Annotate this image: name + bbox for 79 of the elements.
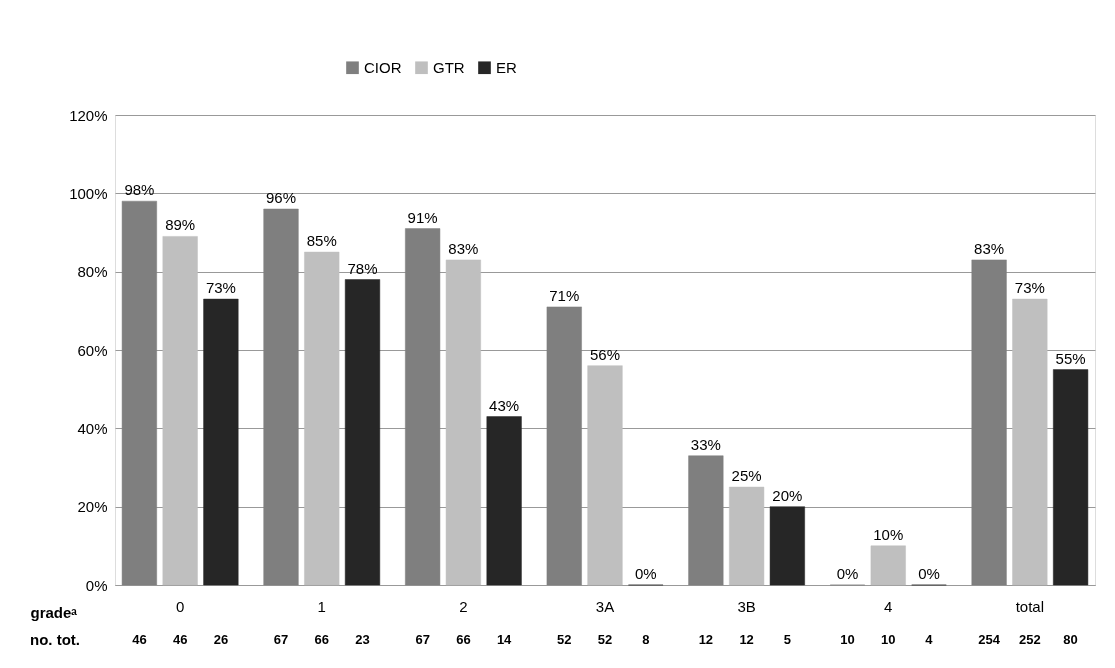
- bar: [971, 259, 1007, 586]
- data-label: 85%: [306, 232, 337, 250]
- data-label: 98%: [124, 181, 155, 199]
- text: 10: [840, 632, 855, 647]
- bar: [203, 298, 239, 586]
- bar: [445, 259, 481, 586]
- text: 46: [172, 632, 188, 647]
- data-label: 20%: [772, 486, 803, 504]
- data-label: 71%: [549, 286, 580, 304]
- bar: [1012, 298, 1048, 586]
- legend-label: ER: [496, 58, 517, 76]
- bar: [587, 365, 623, 586]
- data-label: 55%: [1055, 349, 1086, 367]
- x-tick-label: 2: [459, 597, 468, 615]
- x-axis-title: gradeᵃ: [30, 603, 78, 621]
- bar: [121, 200, 157, 586]
- data-label: 89%: [165, 216, 196, 234]
- text: 4: [925, 632, 934, 647]
- text: 8: [642, 632, 650, 647]
- text: no. tot.: [30, 631, 80, 648]
- text: 67: [273, 632, 289, 647]
- legend-label: CIOR: [364, 58, 402, 76]
- data-label: 73%: [1014, 279, 1045, 297]
- text: 10: [881, 632, 896, 647]
- data-label: 33%: [690, 435, 721, 453]
- x-tick-label: 3A: [595, 597, 615, 615]
- bar: [405, 228, 441, 586]
- y-tick-label: 0%: [85, 576, 108, 594]
- bar: [344, 279, 381, 586]
- y-tick-label: 100%: [69, 184, 108, 202]
- text: 12: [698, 632, 714, 647]
- text: 80: [1063, 632, 1078, 647]
- data-label: 56%: [589, 345, 621, 363]
- y-tick-label: 20%: [77, 498, 108, 516]
- data-label: 73%: [205, 279, 236, 297]
- data-label: 78%: [347, 259, 378, 277]
- text: 52: [597, 632, 613, 647]
- bar: [263, 208, 299, 586]
- bar: [304, 251, 340, 586]
- y-tick-label: 80%: [77, 263, 108, 281]
- data-label: 10%: [873, 525, 904, 543]
- bar: [870, 545, 906, 586]
- x-tick-label: total: [1015, 597, 1045, 615]
- y-tick-label: 40%: [77, 419, 108, 437]
- data-label: 0%: [634, 565, 657, 582]
- bar: [162, 236, 198, 586]
- text: 254: [978, 632, 1001, 647]
- text: 252: [1019, 632, 1041, 647]
- x-tick-label: 4: [884, 597, 893, 615]
- data-label: 0%: [836, 565, 859, 582]
- bar: [486, 416, 522, 586]
- text: 52: [557, 632, 572, 647]
- data-label: 83%: [448, 239, 479, 257]
- text: 23: [355, 632, 370, 647]
- bar: [1053, 369, 1089, 586]
- data-label: 91%: [407, 208, 438, 226]
- x-tick-label: 0: [175, 597, 185, 615]
- text: 67: [415, 632, 430, 647]
- y-tick-label: 60%: [77, 341, 108, 359]
- text: 12: [739, 632, 754, 647]
- y-tick-label: 120%: [69, 106, 108, 124]
- text: 26: [213, 632, 229, 647]
- x-tick-label: 1: [317, 597, 326, 615]
- bar: [769, 506, 805, 586]
- text: 66: [456, 632, 471, 647]
- bar: [688, 455, 724, 586]
- x-tick-label: 3B: [737, 597, 756, 615]
- text: 46: [132, 632, 147, 647]
- bar: [546, 306, 582, 586]
- data-label: 83%: [974, 239, 1005, 257]
- bar: [729, 486, 765, 586]
- text: 5: [783, 632, 791, 647]
- data-label: 25%: [731, 467, 762, 485]
- legend-label: GTR: [433, 58, 465, 76]
- data-label: 43%: [489, 396, 520, 414]
- text: 66: [314, 632, 329, 647]
- text: 14: [496, 632, 513, 647]
- data-label: 96%: [266, 189, 297, 206]
- data-label: 0%: [918, 565, 940, 582]
